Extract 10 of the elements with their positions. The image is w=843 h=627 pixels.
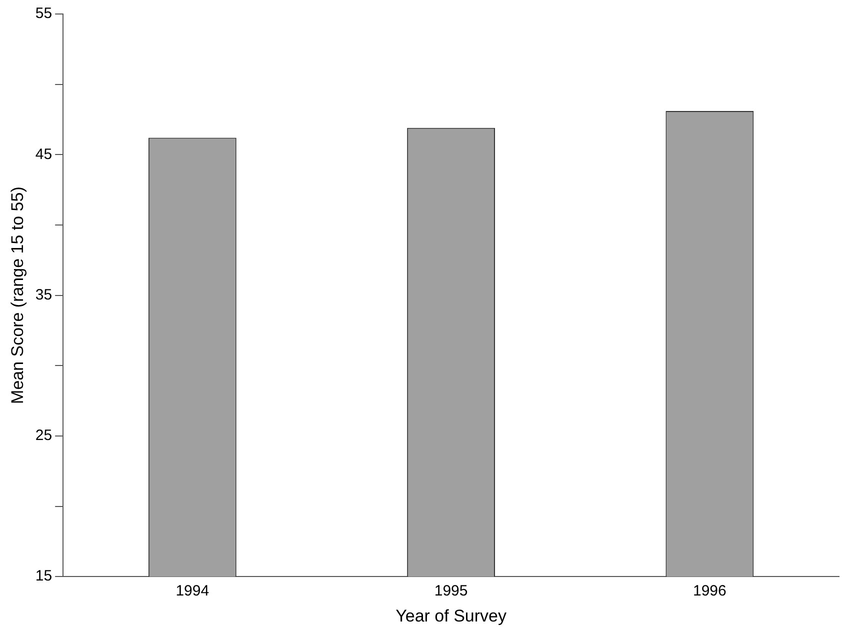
- y-tick-label: 55: [35, 5, 52, 22]
- x-tick-label: 1994: [176, 582, 210, 600]
- y-tick-label: 45: [35, 146, 52, 163]
- y-tick-label: 35: [35, 286, 52, 304]
- y-tick-label: 15: [35, 568, 52, 585]
- x-tick-label: 1995: [434, 582, 468, 600]
- y-axis-title: Mean Score (range 15 to 55): [8, 186, 27, 404]
- x-tick-label: 1996: [692, 582, 726, 600]
- y-tick-label: 25: [35, 427, 52, 444]
- x-axis-title: Year of Survey: [396, 606, 507, 626]
